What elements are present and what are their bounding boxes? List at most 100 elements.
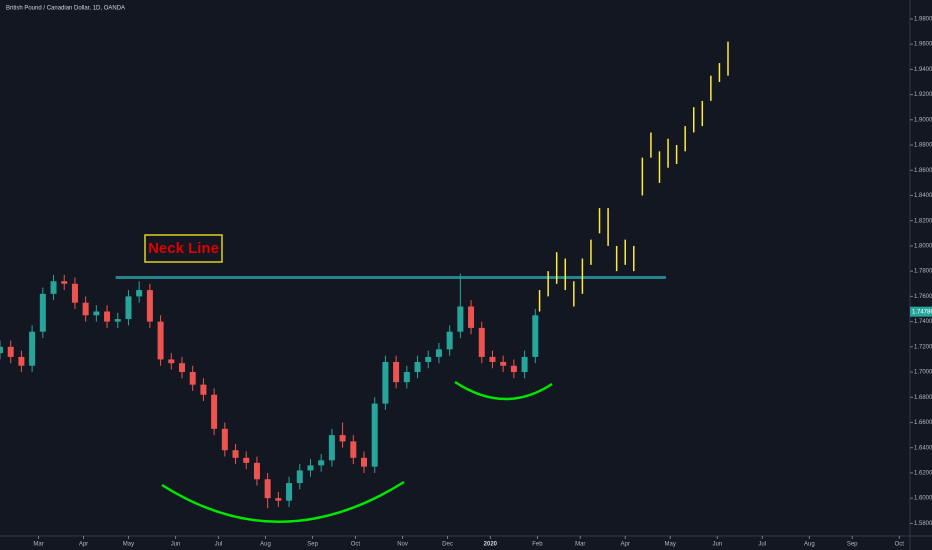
- candle-body: [446, 331, 453, 350]
- y-tick-label: 1.78000: [914, 269, 932, 275]
- candle-body: [457, 306, 464, 332]
- y-tick-label: 1.92000: [914, 92, 932, 98]
- cup-arc: [161, 480, 405, 523]
- candle-body: [403, 372, 410, 383]
- x-tick-label: Apr: [79, 542, 88, 548]
- candle-body: [61, 281, 68, 284]
- candle-body: [146, 290, 153, 322]
- chart-title: British Pound / Canadian Dollar, 1D, OAN…: [6, 6, 125, 12]
- candle-body: [382, 361, 389, 404]
- candle-body: [361, 457, 367, 467]
- x-tick-label: Aug: [260, 542, 271, 548]
- last-price-label: 1.74786: [912, 309, 932, 315]
- annotation-text: Neck Line: [148, 240, 219, 257]
- candle-body: [0, 346, 3, 354]
- last-price-tag: [910, 306, 932, 317]
- candle-body: [114, 319, 121, 322]
- candle-body: [200, 384, 207, 395]
- y-tick-label: 1.86000: [914, 168, 932, 174]
- candle-body: [521, 356, 528, 373]
- candle-body: [243, 457, 250, 463]
- candle-body: [211, 394, 218, 429]
- candle-body: [286, 483, 293, 501]
- y-tick-label: 1.84000: [914, 193, 932, 199]
- candle-body: [253, 462, 260, 480]
- candle-body: [7, 346, 14, 357]
- candle-body: [232, 450, 239, 458]
- candle-body: [478, 327, 485, 357]
- y-tick-label: 1.76000: [914, 294, 932, 300]
- candle-body: [350, 441, 357, 458]
- y-tick-label: 1.72000: [914, 344, 932, 350]
- candle-body: [157, 321, 164, 360]
- x-tick-label: Jun: [712, 542, 722, 548]
- y-tick-label: 1.80000: [914, 244, 932, 250]
- candle-body: [510, 365, 517, 373]
- x-tick-label: Sep: [847, 542, 858, 548]
- candle-body: [328, 435, 335, 461]
- candle-body: [371, 403, 378, 467]
- candle-body: [500, 361, 507, 366]
- x-tick-label: Jul: [758, 542, 766, 548]
- x-tick-label: Jun: [171, 542, 181, 548]
- y-tick-label: 1.74000: [914, 319, 932, 325]
- handle-arc: [454, 380, 553, 401]
- candle-body: [29, 331, 36, 366]
- candle-body: [125, 296, 132, 320]
- candle-body: [339, 435, 346, 442]
- candle-body: [296, 470, 303, 484]
- y-tick-label: 1.64000: [914, 445, 932, 451]
- y-tick-label: 1.68000: [914, 395, 932, 401]
- candle-body: [414, 361, 421, 373]
- y-tick-label: 1.96000: [914, 42, 932, 48]
- candle-body: [18, 356, 25, 366]
- x-tick-label: Apr: [621, 542, 630, 548]
- candle-body: [264, 479, 271, 499]
- y-tick-label: 1.70000: [914, 370, 932, 376]
- x-tick-label: Aug: [804, 542, 815, 548]
- candle-body: [393, 361, 400, 383]
- y-tick-label: 1.88000: [914, 143, 932, 149]
- x-tick-label: Mar: [33, 542, 43, 548]
- candle-body: [93, 311, 100, 316]
- candle-body: [318, 460, 325, 466]
- candle-body: [489, 356, 496, 362]
- candle-body: [82, 302, 89, 316]
- y-tick-label: 1.66000: [914, 420, 932, 426]
- y-tick-label: 1.60000: [914, 496, 932, 502]
- candle-body: [39, 293, 46, 332]
- x-tick-label: Mar: [575, 542, 585, 548]
- candle-body: [435, 349, 442, 357]
- y-tick-label: 1.98000: [914, 16, 932, 22]
- y-tick-label: 1.58000: [914, 521, 932, 527]
- candle-body: [307, 465, 314, 471]
- candle-body: [50, 281, 57, 294]
- candle-body: [532, 315, 539, 357]
- x-tick-label: Jul: [215, 542, 223, 548]
- x-tick-label: Dec: [442, 542, 453, 548]
- x-tick-label: 2020: [484, 542, 498, 548]
- x-tick-label: Nov: [397, 542, 408, 548]
- x-tick-label: Feb: [532, 542, 543, 548]
- x-tick-label: Oct: [895, 542, 905, 548]
- y-tick-label: 1.90000: [914, 117, 932, 123]
- annotation-box: [144, 234, 223, 263]
- candle-body: [221, 428, 228, 451]
- candle-body: [468, 306, 475, 328]
- x-tick-label: May: [123, 542, 134, 548]
- candle-body: [136, 290, 143, 297]
- x-tick-label: May: [665, 542, 676, 548]
- x-tick-label: Oct: [351, 542, 361, 548]
- candle-body: [425, 356, 432, 362]
- y-tick-label: 1.94000: [914, 67, 932, 73]
- y-tick-label: 1.62000: [914, 471, 932, 477]
- candle-body: [189, 372, 196, 385]
- candle-body: [104, 311, 111, 322]
- x-tick-label: Sep: [307, 542, 318, 548]
- candle-body: [179, 363, 185, 373]
- y-tick-label: 1.82000: [914, 218, 932, 224]
- candle-body: [275, 498, 282, 501]
- candle-body: [168, 359, 175, 364]
